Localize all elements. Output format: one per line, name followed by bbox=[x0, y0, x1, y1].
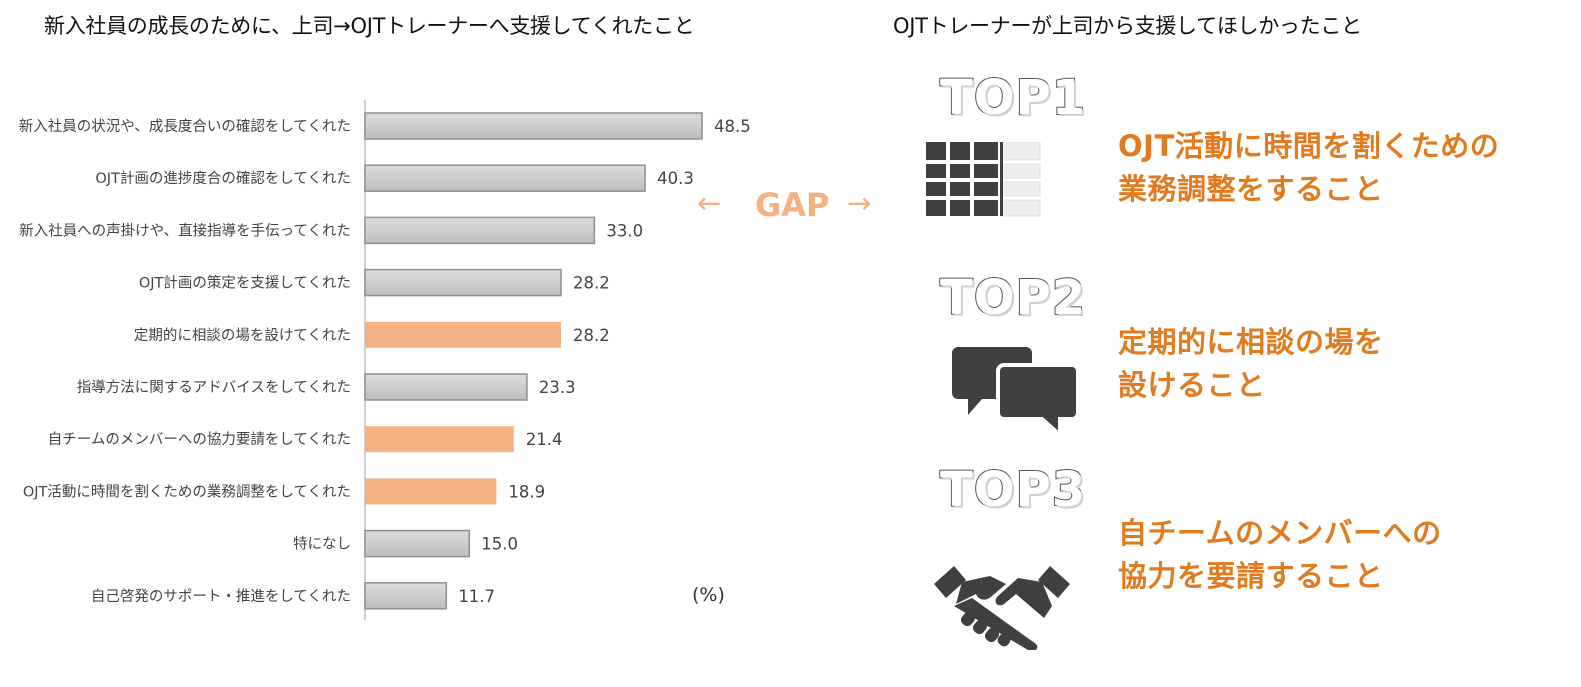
category-label: 自チームのメンバーへの協力要請をしてくれた bbox=[48, 431, 351, 448]
chat-bubbles-icon bbox=[952, 347, 1080, 437]
top3-line-1: 自チームのメンバーへの bbox=[1118, 516, 1442, 550]
value-label: 33.0 bbox=[606, 221, 643, 240]
value-label: 11.7 bbox=[458, 587, 495, 606]
unit-label: (%) bbox=[692, 584, 725, 606]
value-label: 40.3 bbox=[657, 169, 694, 188]
bar-highlighted bbox=[365, 478, 497, 505]
bar bbox=[364, 164, 646, 192]
bar-highlighted bbox=[365, 321, 561, 348]
bar bbox=[364, 112, 703, 140]
category-label: 指導方法に関するアドバイスをしてくれた bbox=[77, 379, 351, 396]
bar-highlighted bbox=[365, 426, 514, 453]
bar-chart: 新入社員の状況や、成長度合いの確認をしてくれた 48.5 OJT計画の進捗度合の確認… bbox=[19, 100, 751, 620]
right-panel-title: OJTトレーナーが上司から支援してほしかったこと bbox=[893, 14, 1362, 38]
bars-group: 新入社員の状況や、成長度合いの確認をしてくれた 48.5 OJT計画の進捗度合の確認… bbox=[19, 112, 751, 610]
top2-heading: TOP2 bbox=[939, 269, 1087, 327]
top3-heading: TOP3 bbox=[939, 461, 1087, 519]
value-label: 28.2 bbox=[573, 326, 610, 345]
left-arrow-icon: ← bbox=[697, 186, 722, 220]
category-label: 定期的に相談の場を設けてくれた bbox=[134, 327, 351, 344]
top3-line-2: 協力を要請すること bbox=[1118, 559, 1384, 593]
top2-line-2: 設けること bbox=[1118, 368, 1266, 402]
top2-line-1: 定期的に相談の場を bbox=[1118, 325, 1384, 359]
calendar-icon bbox=[926, 142, 1041, 217]
category-label: 自己啓発のサポート・推進をしてくれた bbox=[91, 588, 351, 605]
value-label: 21.4 bbox=[526, 430, 563, 449]
left-chart-title: 新入社員の成長のために、上司→OJTトレーナーへ支援してくれたこと bbox=[44, 14, 695, 38]
value-label: 15.0 bbox=[481, 535, 518, 554]
category-label: 新入社員の状況や、成長度合いの確認をしてくれた bbox=[19, 118, 351, 135]
category-label: 新入社員への声掛けや、直接指導を手伝ってくれた bbox=[19, 221, 351, 239]
top1-heading: TOP1 bbox=[939, 69, 1087, 127]
category-label: OJT活動に時間を割くための業務調整をしてくれた bbox=[23, 483, 351, 500]
top1-line-2: 業務調整をすること bbox=[1118, 172, 1384, 206]
bar bbox=[364, 268, 562, 297]
category-label: OJT計画の進捗度合の確認をしてくれた bbox=[95, 170, 351, 187]
value-label: 18.9 bbox=[508, 482, 545, 501]
bar bbox=[364, 216, 596, 245]
category-label: 特になし bbox=[293, 536, 351, 553]
category-label: OJT計画の策定を支援してくれた bbox=[139, 275, 351, 292]
top1-text: OJT活動に時間を割くための 業務調整をすること bbox=[1118, 125, 1499, 211]
value-label: 28.2 bbox=[573, 274, 610, 293]
gap-indicator: ← GAP → bbox=[697, 186, 893, 230]
value-label: 23.3 bbox=[539, 378, 576, 397]
value-label: 48.5 bbox=[714, 117, 751, 136]
top2-text: 定期的に相談の場を 設けること bbox=[1118, 321, 1384, 407]
handshake-icon bbox=[934, 566, 1070, 650]
bar bbox=[364, 582, 448, 610]
top1-line-1: OJT活動に時間を割くための bbox=[1118, 129, 1500, 163]
gap-label: GAP bbox=[755, 186, 830, 224]
top3-text: 自チームのメンバーへの 協力を要請すること bbox=[1118, 512, 1442, 598]
bar bbox=[364, 373, 528, 401]
right-arrow-icon: → bbox=[847, 186, 872, 220]
bar bbox=[364, 529, 470, 558]
